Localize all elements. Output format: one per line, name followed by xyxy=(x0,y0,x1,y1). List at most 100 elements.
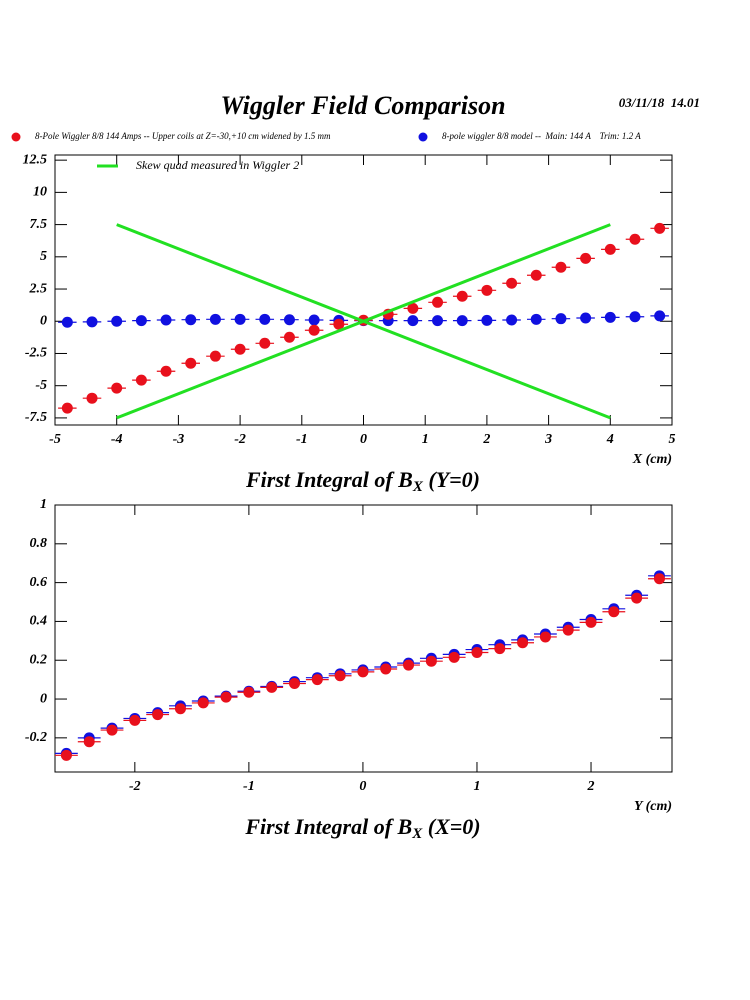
x-tick-label: -1 xyxy=(243,779,255,794)
data-point xyxy=(407,302,419,314)
x-tick-label: -5 xyxy=(49,432,61,447)
data-point xyxy=(425,655,437,667)
data-point xyxy=(456,315,468,327)
data-point xyxy=(185,357,197,369)
chart-title-tail: (X=0) xyxy=(422,814,480,839)
data-point xyxy=(83,736,95,748)
y-tick-label: 5 xyxy=(40,249,47,264)
data-point xyxy=(562,624,574,636)
data-point xyxy=(357,666,369,678)
x-tick-label: 1 xyxy=(422,432,429,447)
data-point xyxy=(209,350,221,362)
x-tick-label: 0 xyxy=(359,779,366,794)
data-point xyxy=(555,313,567,325)
y-tick-label: 0 xyxy=(40,313,47,328)
data-point xyxy=(580,312,592,324)
y-tick-label: -5 xyxy=(35,378,47,393)
data-point xyxy=(481,314,493,326)
data-point xyxy=(61,316,73,328)
data-point xyxy=(580,252,592,264)
chart-title: First Integral of BX (Y=0) xyxy=(245,467,480,495)
legend-swatch xyxy=(418,132,428,142)
data-point xyxy=(61,402,73,414)
data-point xyxy=(160,365,172,377)
x-tick-label: 0 xyxy=(360,432,367,447)
data-point xyxy=(209,313,221,325)
data-point xyxy=(86,392,98,404)
legend-label: 8-Pole Wiggler 8/8 144 Amps -- Upper coi… xyxy=(35,131,331,141)
page-title: Wiggler Field Comparison xyxy=(220,91,505,120)
series-line xyxy=(116,223,611,420)
x-axis-label: X (cm) xyxy=(632,452,672,467)
data-point xyxy=(283,331,295,343)
data-point xyxy=(174,703,186,715)
data-point xyxy=(555,261,567,273)
data-point xyxy=(243,686,255,698)
y-tick-label: 0.8 xyxy=(30,536,48,551)
data-point xyxy=(506,277,518,289)
data-point xyxy=(259,313,271,325)
data-point xyxy=(530,269,542,281)
chart-title-sub: X xyxy=(411,826,423,842)
y-tick-label: 0.4 xyxy=(30,614,48,629)
chart-title-tail: (Y=0) xyxy=(423,467,480,492)
legend-label: 8-pole wiggler 8/8 model -- Main: 144 A … xyxy=(442,131,641,141)
y-tick-label: 12.5 xyxy=(23,152,48,167)
data-point xyxy=(259,337,271,349)
x-tick-label: -2 xyxy=(234,432,246,447)
data-point xyxy=(185,314,197,326)
data-point xyxy=(604,243,616,255)
data-point xyxy=(608,606,620,618)
data-point xyxy=(629,233,641,245)
data-point xyxy=(585,616,597,628)
datetime: 03/11/18 14.01 xyxy=(619,95,700,110)
data-point xyxy=(308,324,320,336)
data-point xyxy=(106,724,118,736)
y-tick-label: -7.5 xyxy=(25,410,47,425)
chart-title-main: First Integral of B xyxy=(245,467,413,492)
x-axis-label: Y (cm) xyxy=(634,799,672,814)
y-tick-label: 0 xyxy=(40,691,47,706)
data-point xyxy=(60,749,72,761)
x-tick-label: -2 xyxy=(129,779,141,794)
data-point xyxy=(152,709,164,721)
data-point xyxy=(283,314,295,326)
data-point xyxy=(629,311,641,323)
data-point xyxy=(517,637,529,649)
x-tick-label: -3 xyxy=(173,432,185,447)
data-point xyxy=(471,646,483,658)
x-tick-label: 2 xyxy=(587,779,595,794)
data-point xyxy=(220,691,232,703)
data-point xyxy=(197,697,209,709)
data-point xyxy=(311,674,323,686)
legend-swatch xyxy=(11,132,21,142)
chart-title-sub: X xyxy=(412,479,424,495)
data-point xyxy=(539,631,551,643)
data-point xyxy=(289,678,301,690)
data-point xyxy=(456,290,468,302)
data-point xyxy=(403,659,415,671)
y-tick-label: 10 xyxy=(33,185,47,200)
y-tick-label: 2.5 xyxy=(29,281,48,296)
data-point xyxy=(494,643,506,655)
data-point xyxy=(86,316,98,328)
data-point xyxy=(653,573,665,585)
data-point xyxy=(481,284,493,296)
data-point xyxy=(129,714,141,726)
data-point xyxy=(506,314,518,326)
data-point xyxy=(234,313,246,325)
data-point xyxy=(448,651,460,663)
data-point xyxy=(135,315,147,327)
data-point xyxy=(334,670,346,682)
data-point xyxy=(111,382,123,394)
x-tick-label: -1 xyxy=(296,432,308,447)
data-point xyxy=(530,313,542,325)
legend-label: Skew quad measured in Wiggler 2 xyxy=(136,158,299,172)
plot-frame xyxy=(54,504,673,773)
data-point xyxy=(111,315,123,327)
data-point xyxy=(432,296,444,308)
y-tick-label: -2.5 xyxy=(25,346,47,361)
chart-title: First Integral of BX (X=0) xyxy=(244,814,480,842)
